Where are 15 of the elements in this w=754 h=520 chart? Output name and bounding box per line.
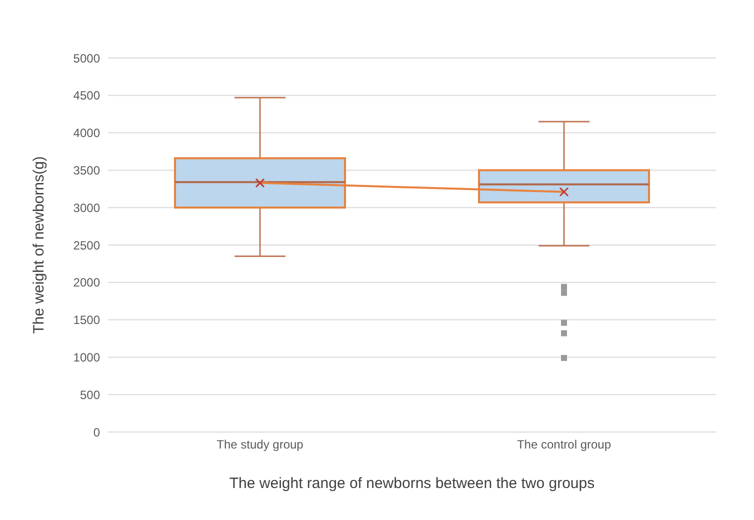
y-tick-label: 500: [80, 388, 100, 402]
y-axis-title: The weight of newborns(g): [30, 156, 48, 334]
y-tick-label: 5000: [73, 51, 100, 66]
y-tick-label: 1000: [73, 350, 100, 364]
x-axis-title: The weight range of newborns between the two groups: [229, 475, 595, 492]
y-tick-label: 0: [93, 425, 100, 440]
y-tick-label: 1500: [73, 313, 100, 328]
y-tick-label: 3500: [73, 163, 100, 178]
y-tick-label: 2500: [73, 238, 100, 252]
x-tick-label: The study group: [216, 438, 304, 452]
x-tick-label: The control group: [516, 438, 612, 452]
y-tick-label: 3000: [73, 200, 100, 215]
y-tick-label: 2000: [73, 276, 100, 290]
y-tick-label: 4500: [73, 88, 100, 103]
y-tick-label: 4000: [73, 126, 100, 140]
